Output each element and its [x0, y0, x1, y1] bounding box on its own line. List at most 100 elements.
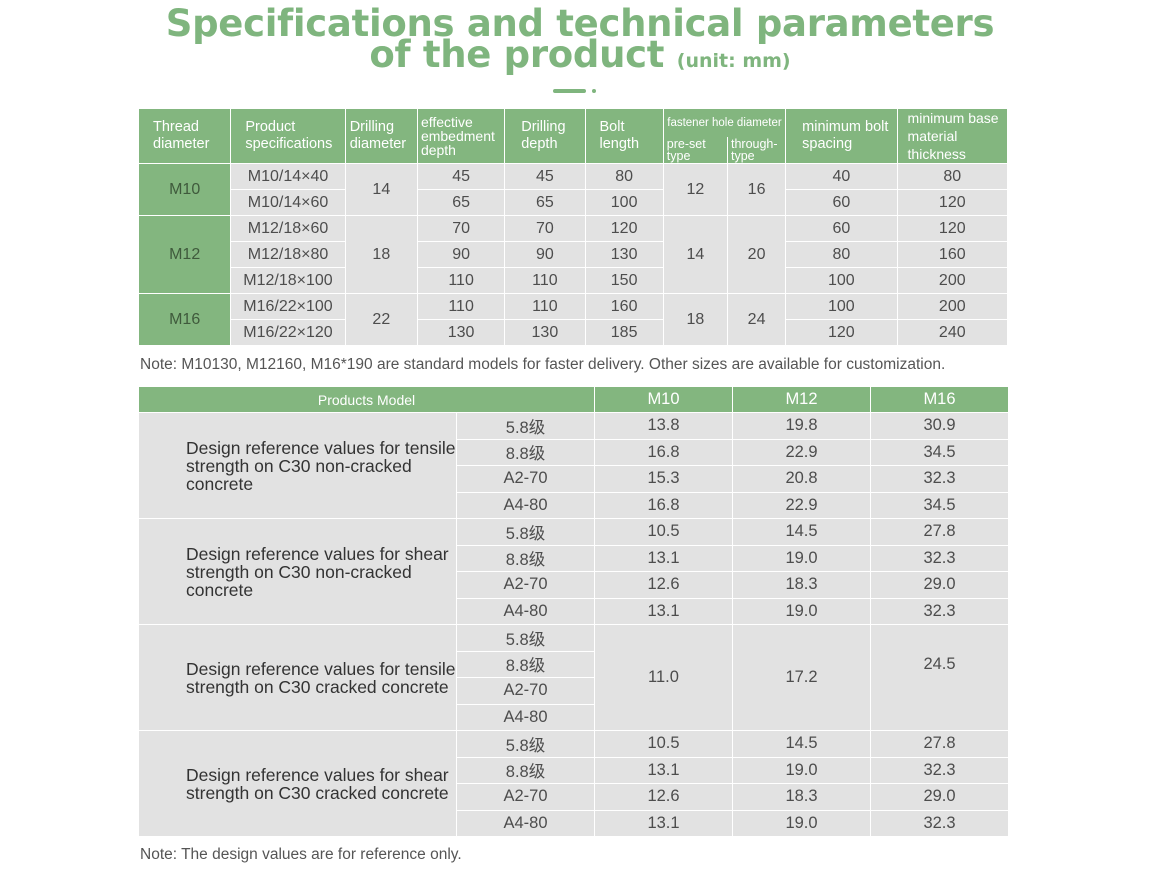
value-cell: 18.3 [732, 783, 871, 811]
value-cell: 20.8 [732, 465, 871, 493]
thread-cell: M10 [137, 163, 232, 216]
table-row: A4-80 13.1 19.0 32.3 [139, 597, 1009, 625]
value-cell: 19.0 [732, 544, 871, 572]
table-row: 8.8级 [139, 650, 1009, 678]
spacing-cell: 60 [785, 215, 898, 242]
value-cell: 32.3 [870, 756, 1009, 784]
depth-cell: 110 [504, 267, 586, 294]
depth-cell: 45 [504, 163, 586, 190]
thread-cell: M12 [137, 215, 232, 294]
spacing-cell: 40 [785, 163, 898, 190]
table-row: M12 M12/18×60 18 70 70 120 14 20 60 120 [137, 215, 1009, 294]
header-m12: M12 [732, 387, 871, 413]
drilling-diameter-cell: 14 [344, 163, 418, 216]
value-cell: 34.5 [870, 491, 1009, 519]
header-effective-embedment-depth: effective embedment depth [416, 109, 506, 164]
value-cell: 30.9 [870, 412, 1009, 440]
table-row: A4-80 16.8 22.9 34.5 [139, 491, 1009, 519]
through-cell: 24 [726, 293, 787, 346]
header-thread-diameter: Thread diameter [137, 109, 232, 164]
embed-cell: 70 [416, 215, 506, 242]
thickness-cell: 80 [896, 163, 1009, 190]
drilling-diameter-cell: 22 [344, 293, 418, 346]
header-m10: M10 [594, 387, 733, 413]
value-cell: 13.1 [594, 544, 733, 572]
table-row: A2-70 12.6 18.3 29.0 [139, 571, 1009, 599]
table-row: 8.8级 13.1 19.0 32.3 [139, 756, 1009, 784]
table-row: Design reference values for tensile stre… [138, 412, 1009, 519]
header-m16: M16 [870, 387, 1009, 413]
section-label: Design reference values for tensile stre… [138, 412, 457, 519]
length-cell: 80 [584, 163, 664, 190]
grade-cell: A4-80 [456, 491, 595, 519]
strength-values-table: Products Model M10 M12 M16 Design refere… [138, 387, 1009, 837]
spec-cell: M16/22×120 [230, 319, 346, 346]
embed-cell: 90 [416, 241, 506, 268]
spacing-cell: 80 [785, 241, 898, 268]
value-cell: 22.9 [732, 438, 871, 466]
value-cell: 12.6 [594, 571, 733, 599]
thread-cell: M16 [137, 293, 232, 346]
value-cell: 29.0 [870, 571, 1009, 599]
grade-cell: 5.8级 [456, 730, 595, 758]
embed-cell: 130 [416, 319, 506, 346]
title-line-2: of the product (unit: mm) [0, 36, 1160, 78]
grade-cell: A4-80 [456, 809, 595, 837]
header-pre-set-type: pre-set type [662, 137, 728, 164]
spec-cell: M10/14×40 [230, 163, 346, 190]
spacing-cell: 60 [785, 189, 898, 216]
header-minimum-base-material-thickness: minimum base material thickness [896, 109, 1009, 164]
spec-cell: M12/18×60 [230, 215, 346, 242]
spec-cell: M12/18×80 [230, 241, 346, 268]
grade-cell: 8.8级 [456, 756, 595, 784]
table-row: M12/18×80 90 90 130 80 160 [139, 241, 1009, 268]
table-row: M16/22×120 130 130 185 120 240 [139, 319, 1009, 346]
value-cell: 32.3 [870, 465, 1009, 493]
grade-cell: 8.8级 [456, 438, 595, 466]
embed-cell: 45 [416, 163, 506, 190]
value-cell: 14.5 [732, 730, 871, 758]
table-row: Design reference values for shear streng… [138, 518, 1009, 625]
merged-value-cell: 17.2 [732, 624, 871, 731]
header-drilling-depth: Drilling depth [504, 109, 586, 164]
grade-cell: 5.8级 [456, 412, 595, 440]
value-cell: 34.5 [870, 438, 1009, 466]
table-row: A2-70 12.6 18.3 29.0 [139, 783, 1009, 811]
grade-cell: A2-70 [456, 465, 595, 493]
value-cell: 29.0 [870, 783, 1009, 811]
specifications-table: Thread diameter Product specifications D… [137, 109, 1009, 346]
table-row: A2-70 15.3 20.8 32.3 [139, 465, 1009, 493]
value-cell: 19.0 [732, 756, 871, 784]
through-cell: 16 [726, 163, 787, 216]
merged-value-cell: 11.0 [594, 624, 733, 731]
grade-cell: 5.8级 [456, 624, 595, 652]
value-cell: 16.8 [594, 438, 733, 466]
value-cell: 32.3 [870, 544, 1009, 572]
drilling-diameter-cell: 18 [344, 215, 418, 294]
spec-cell: M12/18×100 [230, 267, 346, 294]
title-line-1: Specifications and technical parameters [165, 2, 995, 45]
value-cell: 16.8 [594, 491, 733, 519]
table-row: M16 M16/22×100 22 110 110 160 18 24 100 … [137, 293, 1009, 346]
header-through-type: through-type [726, 137, 787, 164]
table-row: M10 M10/14×40 14 45 45 80 12 16 40 80 [137, 163, 1009, 216]
divider-dot [592, 89, 596, 93]
thickness-cell: 200 [896, 293, 1009, 320]
depth-cell: 65 [504, 189, 586, 216]
value-cell: 10.5 [594, 730, 733, 758]
value-cell: 13.1 [594, 756, 733, 784]
section-label: Design reference values for tensile stre… [138, 624, 457, 731]
table-row: 8.8级 16.8 22.9 34.5 [139, 438, 1009, 466]
value-cell: 13.8 [594, 412, 733, 440]
value-cell: 10.5 [594, 518, 733, 546]
section-label: Design reference values for shear streng… [138, 730, 457, 837]
pre-set-cell: 12 [662, 163, 728, 216]
length-cell: 100 [584, 189, 664, 216]
thickness-cell: 120 [896, 189, 1009, 216]
header-drilling-diameter: Drilling diameter [344, 109, 418, 164]
value-cell: 15.3 [594, 465, 733, 493]
table-row: A4-80 [139, 703, 1009, 731]
value-cell: 19.0 [732, 809, 871, 837]
length-cell: 150 [584, 267, 664, 294]
table-row: A2-70 [139, 677, 1009, 705]
